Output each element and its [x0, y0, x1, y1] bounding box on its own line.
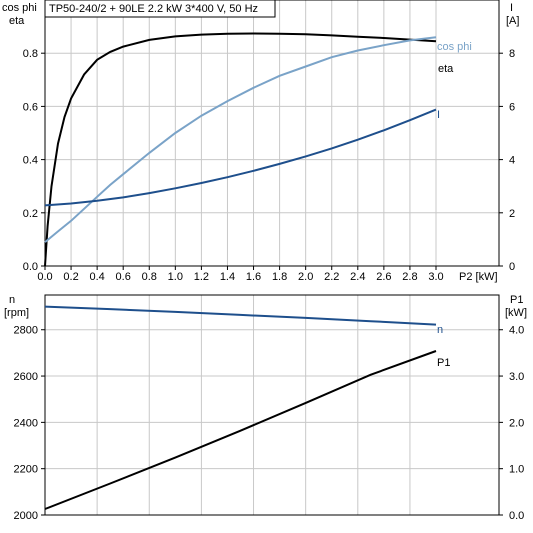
- x-tick-label: 0.6: [116, 271, 131, 283]
- x-tick-label: 0.4: [89, 271, 104, 283]
- top-grid: [45, 0, 499, 266]
- left-y-tick-label: 0.0: [23, 261, 38, 273]
- x-tick-label: 1.4: [220, 271, 235, 283]
- x-tick-label: 2.8: [402, 271, 417, 283]
- left-y-tick-label: 2400: [14, 417, 38, 429]
- x-tick-label: 1.0: [168, 271, 183, 283]
- right-y-tick-label: 3.0: [509, 371, 524, 383]
- right-y-tick-label: 2: [509, 208, 515, 220]
- series-label-i: I: [437, 109, 440, 121]
- x-tick-label: 2.2: [324, 271, 339, 283]
- right-y-tick-label: 8: [509, 48, 515, 60]
- series-label-eta: eta: [438, 63, 454, 75]
- x-tick-label: 0.2: [63, 271, 78, 283]
- top-plot-frame: [44, 0, 500, 267]
- right-y-tick-label: 4.0: [509, 325, 524, 337]
- left-y-tick-label: 0.2: [23, 208, 38, 220]
- bottom-left-axis-label-2: [rpm]: [4, 307, 29, 319]
- top-series: eta cos phi I: [44, 32, 472, 267]
- top-right-axis-label-2: [A]: [506, 15, 519, 27]
- bottom-grid: [45, 295, 499, 515]
- bottom-left-axis-label-1: n: [9, 294, 15, 306]
- top-chart-panel: TP50-240/2 + 90LE 2.2 kW 3*400 V, 50 Hz …: [2, 0, 519, 283]
- x-tick-label: 3.0: [428, 271, 443, 283]
- left-y-tick-label: 2600: [14, 371, 38, 383]
- left-y-tick-label: 0.8: [23, 48, 38, 60]
- x-tick-label: 1.8: [272, 271, 287, 283]
- right-y-tick-label: 4: [509, 155, 515, 167]
- x-tick-label: 1.6: [246, 271, 261, 283]
- bottom-right-axis-label-2: [kW]: [505, 307, 527, 319]
- top-x-axis-label: P2 [kW]: [459, 271, 498, 283]
- right-y-tick-label: 1.0: [509, 464, 524, 476]
- top-left-axis-label-1: cos phi: [2, 2, 37, 14]
- top-right-axis-label-1: I: [510, 2, 513, 14]
- right-y-tick-label: 0: [509, 261, 515, 273]
- top-ticks: 0.0 0.2 0.4 0.6 0.8 0 2 4 6 8 0.0 0.2 0.4 0.6 0.8 1.0 1.…: [23, 48, 515, 283]
- left-y-tick-label: 2800: [14, 325, 38, 337]
- right-y-tick-label: 2.0: [509, 417, 524, 429]
- chart-title-box: [44, 0, 276, 18]
- bottom-right-axis-label-1: P1: [510, 294, 523, 306]
- chart-title: TP50-240/2 + 90LE 2.2 kW 3*400 V, 50 Hz: [49, 3, 258, 15]
- series-label-p1: P1: [437, 357, 450, 369]
- right-y-tick-label: 6: [509, 101, 515, 113]
- series-line-n: [44, 305, 437, 326]
- bottom-series: n P1: [44, 305, 450, 510]
- series-label-n: n: [437, 324, 443, 336]
- left-y-tick-label: 2200: [14, 464, 38, 476]
- x-tick-label: 0.0: [37, 271, 52, 283]
- x-tick-label: 0.8: [142, 271, 157, 283]
- series-line-i: [44, 108, 437, 207]
- series-line-cos-phi: [44, 36, 437, 243]
- bottom-chart-panel: n [rpm] P1 [kW] 2000 2200 2400 2600 2800 0.0 1…: [4, 294, 527, 522]
- left-y-tick-label: 2000: [14, 510, 38, 522]
- left-y-tick-label: 0.4: [23, 155, 38, 167]
- series-line-eta: [44, 32, 437, 267]
- left-y-tick-label: 0.6: [23, 101, 38, 113]
- series-label-cos-phi: cos phi: [437, 41, 472, 53]
- bottom-ticks: 2000 2200 2400 2600 2800 0.0 1.0 2.0 3.0 4.0: [14, 325, 525, 522]
- series-line-p1: [44, 350, 437, 510]
- top-left-axis-label-2: eta: [9, 15, 25, 27]
- x-tick-label: 2.0: [298, 271, 313, 283]
- x-tick-label: 2.4: [350, 271, 365, 283]
- x-tick-label: 1.2: [194, 271, 209, 283]
- right-y-tick-label: 0.0: [509, 510, 524, 522]
- x-tick-label: 2.6: [376, 271, 391, 283]
- bottom-plot-frame: [44, 294, 500, 516]
